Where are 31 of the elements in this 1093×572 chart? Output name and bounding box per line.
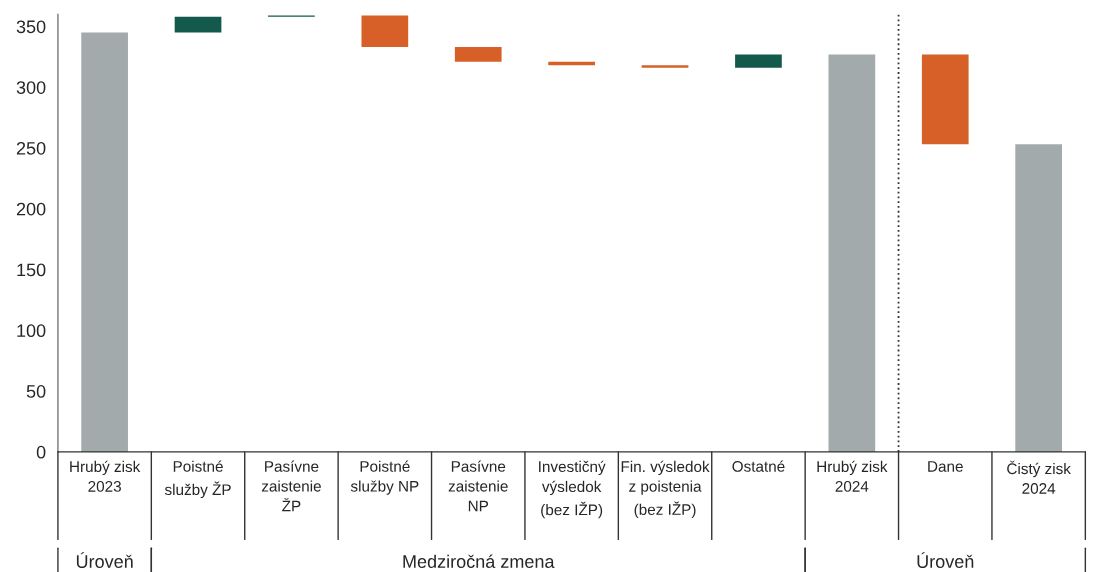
text: Úroveň <box>76 552 133 568</box>
x-tick-label: Čistý zisk 2024 <box>1007 460 1071 494</box>
x-tick-label: Hrubý zisk 2024 <box>817 460 888 492</box>
bar <box>174 16 222 33</box>
x-tick-label: Pasívne zaistenie ŽP <box>261 460 321 512</box>
y-tick-label: 100 <box>17 324 46 338</box>
y-tick-label: 250 <box>16 141 46 155</box>
bar <box>454 47 502 62</box>
y-tick-label: 50 <box>26 385 46 398</box>
bar <box>361 15 409 48</box>
x-tick-label: Ostatné <box>732 460 785 472</box>
bar <box>735 54 782 68</box>
bar <box>921 54 969 145</box>
bar <box>81 32 128 452</box>
text: Medziročná zmena <box>403 554 555 568</box>
y-tick-label: 0 <box>36 445 46 459</box>
x-tick-label: Dane <box>928 461 963 472</box>
bar <box>828 54 876 452</box>
y-tick-label: 350 <box>16 20 46 34</box>
y-tick-label: 300 <box>16 81 46 94</box>
x-tick-label: Poistné služby NP <box>350 460 419 495</box>
y-tick-label: 200 <box>16 202 46 216</box>
x-tick-label: Pasívne zaistenie NP <box>448 460 508 512</box>
y-tick-label: 150 <box>17 263 46 277</box>
text: Úroveň <box>917 552 974 568</box>
x-tick-label: Poistné služby ŽP <box>164 460 231 499</box>
x-tick-label: Hrubý zisk 2023 <box>70 460 141 492</box>
bar <box>1015 144 1062 452</box>
bar <box>641 65 689 68</box>
x-tick-label: Fin. výsledok z poistenia (bez IŽP) <box>621 460 710 519</box>
x-tick-label: Investičný výsledok (bez IŽP) <box>539 460 606 519</box>
